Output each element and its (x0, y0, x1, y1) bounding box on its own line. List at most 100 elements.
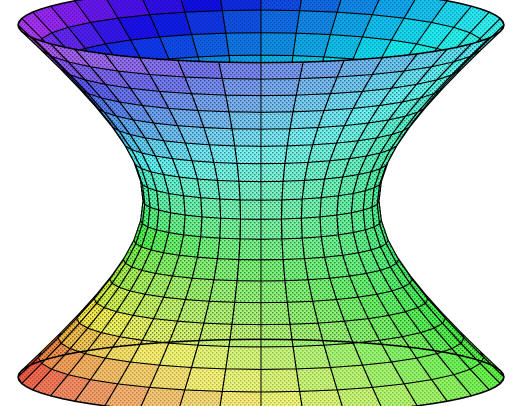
dither-patch (436, 348, 471, 375)
dither-patch (61, 69, 88, 94)
dither-patch (237, 163, 261, 182)
dither-patch (431, 374, 472, 402)
dither-patch (183, 195, 202, 217)
dither-patch (220, 391, 261, 406)
dither-patch (130, 88, 169, 109)
dither-patch (379, 84, 417, 106)
dither-patch (130, 134, 156, 157)
dither-patch (104, 112, 131, 135)
dither-patch (107, 0, 150, 19)
dither-patch (112, 126, 132, 150)
dither-patch (41, 50, 71, 75)
dither-patch (150, 229, 169, 253)
dither-patch (353, 171, 372, 194)
dither-patch (117, 70, 160, 92)
dither-patch (470, 363, 501, 390)
dither-patch (321, 234, 343, 258)
dither-patch (358, 294, 389, 319)
dither-patch (404, 49, 448, 71)
dither-patch (362, 14, 405, 41)
dither-patch (376, 116, 406, 138)
dither-patch (18, 357, 42, 384)
dither-patch (425, 298, 446, 324)
dither-patch (420, 74, 452, 98)
dither-texture (18, 0, 504, 406)
dither-patch (405, 93, 435, 117)
dither-patch (453, 37, 490, 62)
dither-patch (380, 243, 397, 267)
dither-patch (94, 279, 113, 304)
dither-patch (417, 303, 443, 329)
dither-patch (203, 301, 235, 325)
dither-patch (283, 258, 309, 281)
dither-patch (101, 311, 134, 337)
dither-patch (417, 88, 443, 113)
dither-patch (261, 302, 290, 325)
dither-patch (184, 367, 226, 392)
dither-patch (321, 176, 343, 198)
dither-patch (50, 43, 91, 67)
dither-patch (349, 137, 377, 159)
dither-patch (377, 201, 382, 224)
dither-patch (94, 275, 113, 299)
dither-patch (155, 252, 180, 277)
dither-patch (261, 62, 304, 80)
dither-patch (18, 18, 42, 45)
dither-patch (299, 389, 343, 406)
dither-patch (240, 199, 261, 220)
dither-patch (302, 236, 325, 259)
dither-patch (116, 116, 146, 138)
dither-patch (133, 220, 143, 244)
dither-patch (324, 34, 363, 59)
dither-patch (338, 174, 359, 196)
dither-patch (70, 74, 102, 98)
dither-patch (68, 22, 106, 49)
dither-patch (18, 351, 42, 377)
dither-patch (261, 199, 282, 220)
dither-patch (425, 294, 446, 319)
dither-patch (344, 318, 380, 344)
dither-patch (324, 91, 363, 111)
dither-patch (358, 119, 389, 141)
dither-patch (142, 184, 151, 208)
dither-patch (403, 107, 426, 131)
dither-patch (371, 204, 380, 227)
dither-patch (200, 197, 221, 219)
dither-patch (436, 56, 471, 80)
dither-patch (96, 107, 119, 131)
dither-patch (21, 12, 52, 39)
dither-patch (301, 216, 322, 239)
dither-patch (149, 365, 192, 390)
dither-patch (353, 340, 392, 366)
dither-patch (159, 91, 198, 111)
dither-patch (453, 369, 490, 396)
dither-patch (234, 145, 261, 164)
dither-patch (261, 391, 302, 406)
dither-patch (336, 193, 354, 216)
dither-patch (109, 255, 126, 280)
dither-patch (177, 60, 223, 79)
dither-patch (200, 216, 221, 239)
dither-patch (225, 32, 261, 56)
dither-patch (38, 337, 62, 364)
dither-patch (293, 33, 331, 57)
dither-patch (379, 336, 417, 362)
dither-patch (336, 297, 369, 322)
dither-patch (402, 79, 437, 103)
dither-patch (281, 180, 305, 200)
dither-patch (261, 181, 284, 201)
dither-patch (51, 56, 86, 80)
dither-patch (141, 249, 164, 274)
dither-patch (96, 283, 119, 308)
dither-patch (32, 369, 69, 396)
dither-patch (261, 259, 285, 281)
dither-patch (225, 346, 261, 370)
dither-patch (50, 0, 91, 28)
dither-patch (104, 287, 131, 312)
dither-patch (141, 168, 157, 191)
dither-patch (371, 184, 380, 208)
dither-patch (388, 97, 421, 120)
dither-patch (222, 10, 261, 34)
dither-patch (150, 171, 169, 194)
